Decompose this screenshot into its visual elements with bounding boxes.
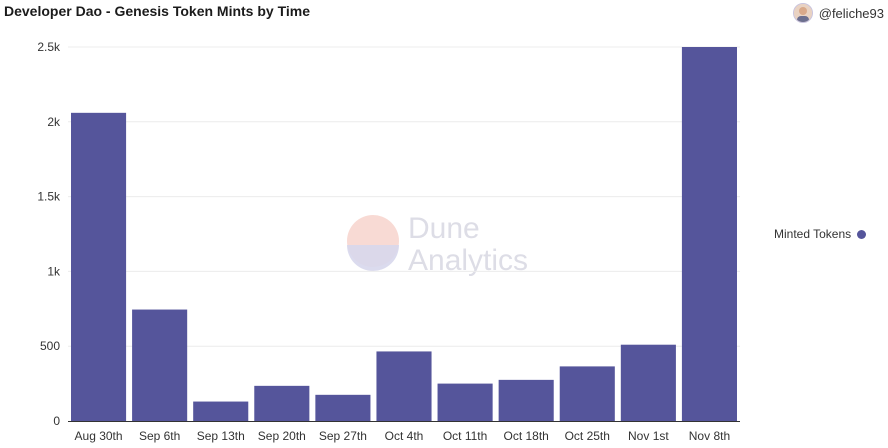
x-tick-label: Sep 13th <box>197 429 245 443</box>
watermark: Dune Analytics <box>347 212 528 277</box>
x-tick-label: Oct 25th <box>565 429 610 443</box>
legend[interactable]: Minted Tokens <box>774 227 867 241</box>
y-tick-label: 1k <box>47 264 61 278</box>
y-tick-label: 500 <box>40 339 60 353</box>
avatar <box>792 3 813 23</box>
x-tick-label: Oct 18th <box>504 429 549 443</box>
bar[interactable] <box>315 394 371 421</box>
bar[interactable] <box>498 379 554 421</box>
watermark-line2: Analytics <box>408 244 528 277</box>
y-tick-labels: 0 500 1k 1.5k 2k 2.5k <box>37 40 61 428</box>
bars <box>71 47 737 421</box>
x-tick-label: Sep 6th <box>139 429 180 443</box>
x-tick-label: Nov 1st <box>628 429 669 443</box>
bar[interactable] <box>376 351 432 421</box>
bar[interactable] <box>437 383 493 421</box>
username: @feliche93 <box>818 5 884 21</box>
legend-dot-icon <box>857 229 867 239</box>
bar[interactable] <box>620 344 676 421</box>
bar[interactable] <box>71 112 127 421</box>
watermark-line1: Dune <box>408 212 480 245</box>
user-avatar-icon <box>793 4 812 22</box>
bar[interactable] <box>681 47 737 421</box>
user-badge[interactable]: @feliche93 <box>792 2 884 24</box>
y-tick-label: 0 <box>53 414 60 428</box>
chart-title: Developer Dao - Genesis Token Mints by T… <box>4 3 311 19</box>
grid-lines <box>68 46 740 347</box>
watermark-logo-bottom <box>347 245 399 271</box>
y-tick-label: 2.5k <box>37 40 61 54</box>
x-tick-label: Sep 20th <box>258 429 306 443</box>
bar[interactable] <box>132 309 188 421</box>
x-tick-label: Nov 8th <box>689 429 730 443</box>
x-tick-labels: Aug 30th Sep 6th Sep 13th Sep 20th Sep 27th O… <box>75 429 731 443</box>
y-tick-label: 2k <box>47 115 61 129</box>
y-tick-label: 1.5k <box>37 190 61 204</box>
x-tick-label: Oct 4th <box>385 429 424 443</box>
legend-label: Minted Tokens <box>774 227 852 241</box>
bar[interactable] <box>559 366 615 421</box>
bar[interactable] <box>254 385 310 421</box>
x-tick-label: Oct 11th <box>443 429 487 443</box>
x-tick-label: Aug 30th <box>75 429 123 443</box>
bar[interactable] <box>193 401 249 421</box>
x-tick-label: Sep 27th <box>319 429 367 443</box>
